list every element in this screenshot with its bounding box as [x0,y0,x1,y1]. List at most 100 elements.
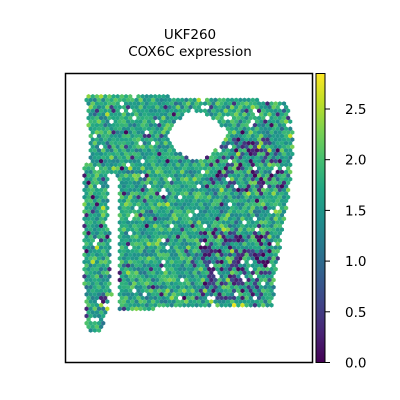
data-spot [92,112,97,117]
data-spot [215,173,220,178]
data-spot [84,248,89,254]
data-spot [132,144,137,150]
data-spot [265,259,270,265]
data-spot [259,155,264,160]
data-spot [101,256,106,261]
data-spot [236,144,241,150]
data-spot [184,292,189,297]
data-spot [207,223,212,229]
data-spot [198,108,203,114]
data-spot [142,148,147,153]
data-spot [82,245,87,250]
data-spot [90,252,95,258]
data-spot [109,292,114,297]
data-spot [175,227,181,232]
data-spot [267,155,272,160]
data-spot [128,122,133,128]
data-spot [99,115,104,121]
data-spot [234,212,239,218]
data-spot [92,270,97,276]
data-spot [167,284,172,290]
data-spot [194,230,199,236]
data-spot [269,151,274,157]
data-spot [140,166,145,171]
data-spot [240,180,245,186]
data-spot [261,223,266,229]
data-spot [223,151,228,157]
data-spot [284,191,289,196]
data-spot [213,299,218,304]
data-spot [140,115,145,121]
data-spot [90,324,95,330]
data-spot [261,230,266,236]
data-spot [265,166,270,171]
data-spot [217,277,222,283]
data-spot [246,126,251,132]
data-spot [215,266,220,272]
data-spot [92,104,97,110]
data-spot [105,162,110,168]
data-spot [277,115,282,121]
data-spot [82,180,87,186]
data-spot [254,104,260,110]
data-spot [288,176,293,182]
data-spot [279,133,284,139]
data-spot [200,234,205,240]
data-spot [117,169,122,175]
data-spot [221,205,226,211]
data-spot [267,148,272,153]
data-spot [101,270,106,276]
data-spot [153,173,158,178]
data-spot [105,112,110,117]
data-spot [217,205,222,211]
data-spot [207,166,212,171]
data-spot [248,295,253,301]
colorbar-tick-label: 1.5 [345,203,366,219]
data-spot [82,259,87,265]
data-spot [101,140,106,146]
data-spot [213,169,218,175]
data-spot [267,162,272,168]
data-spot [190,281,195,286]
data-spot [219,202,224,207]
data-spot [121,256,126,261]
data-spot [165,202,170,207]
data-spot [142,97,147,103]
data-spot [167,119,172,124]
data-spot [126,155,131,160]
data-spot [275,212,280,218]
data-spot [263,227,268,232]
data-spot [202,108,208,114]
data-spot [88,234,93,240]
data-spot [232,194,237,200]
data-spot [101,162,106,168]
data-spot [273,245,278,250]
data-spot [82,230,87,236]
data-spot [248,137,253,142]
data-spot [96,176,102,182]
data-spot [84,313,89,319]
data-spot [221,241,226,247]
data-spot [121,241,126,247]
data-spot [136,101,141,106]
data-spot [234,248,239,254]
data-spot [209,169,214,175]
data-spot [94,130,99,135]
data-spot [217,184,222,189]
data-spot [180,241,185,247]
data-spot [99,288,104,294]
data-spot [178,209,183,214]
data-spot [161,166,166,171]
data-spot [153,281,158,286]
data-spot [207,108,212,114]
data-spot [221,119,226,124]
data-spot [288,148,293,153]
data-spot [167,140,172,146]
data-spot [146,277,151,283]
data-spot [219,108,224,114]
data-spot [263,234,268,240]
data-spot [92,169,97,175]
data-spot [103,144,108,150]
data-spot [96,313,102,319]
data-spot [96,227,102,232]
